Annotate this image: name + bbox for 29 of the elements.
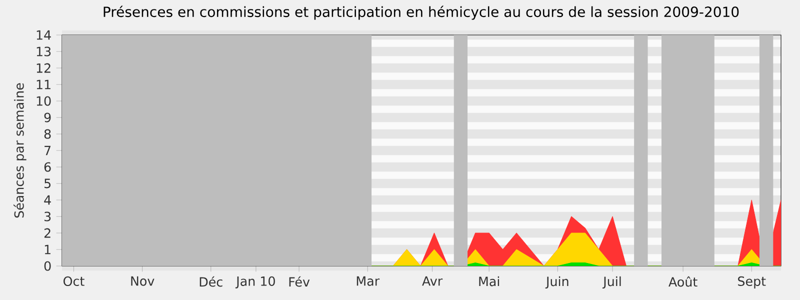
y-tick-label: 4 xyxy=(44,195,51,205)
x-tick-label: Mar xyxy=(356,276,380,286)
x-tick-label: Juin xyxy=(545,276,568,289)
x-tick-label: Fév xyxy=(289,276,310,287)
chart-title: Présences en commissions et participation en hémicycle au cours de la session 2009-2010 xyxy=(104,6,739,20)
y-tick-label: 9 xyxy=(44,112,51,122)
y-tick-label: 6 xyxy=(44,162,51,172)
y-tick-label: 12 xyxy=(36,63,50,73)
y-tick-label: 7 xyxy=(44,146,51,156)
x-tick-label: Sept xyxy=(738,276,766,288)
y-axis-title: Séances par semaine xyxy=(14,83,26,218)
x-tick-label: Nov xyxy=(131,276,154,286)
x-tick-label: Oct xyxy=(64,276,84,286)
y-tick-label: 13 xyxy=(36,46,51,56)
x-tick-label: Jan 10 xyxy=(235,276,275,288)
y-tick-label: 14 xyxy=(36,30,51,40)
x-tick-label: Juil xyxy=(602,276,621,289)
x-tick-label: Avr xyxy=(422,276,443,286)
y-tick-label: 2 xyxy=(44,228,50,238)
y-tick-label: 11 xyxy=(36,80,50,90)
x-tick-label: Déc xyxy=(200,276,222,287)
x-tick-label: Août xyxy=(668,276,698,287)
y-tick-label: 8 xyxy=(44,129,51,139)
y-tick-label: 3 xyxy=(44,212,51,222)
y-tick-label: 0 xyxy=(44,261,51,271)
x-tick-label: Mai xyxy=(479,276,500,286)
y-tick-label: 1 xyxy=(44,244,50,254)
y-tick-label: 10 xyxy=(36,96,51,106)
y-tick-label: 5 xyxy=(44,178,50,188)
